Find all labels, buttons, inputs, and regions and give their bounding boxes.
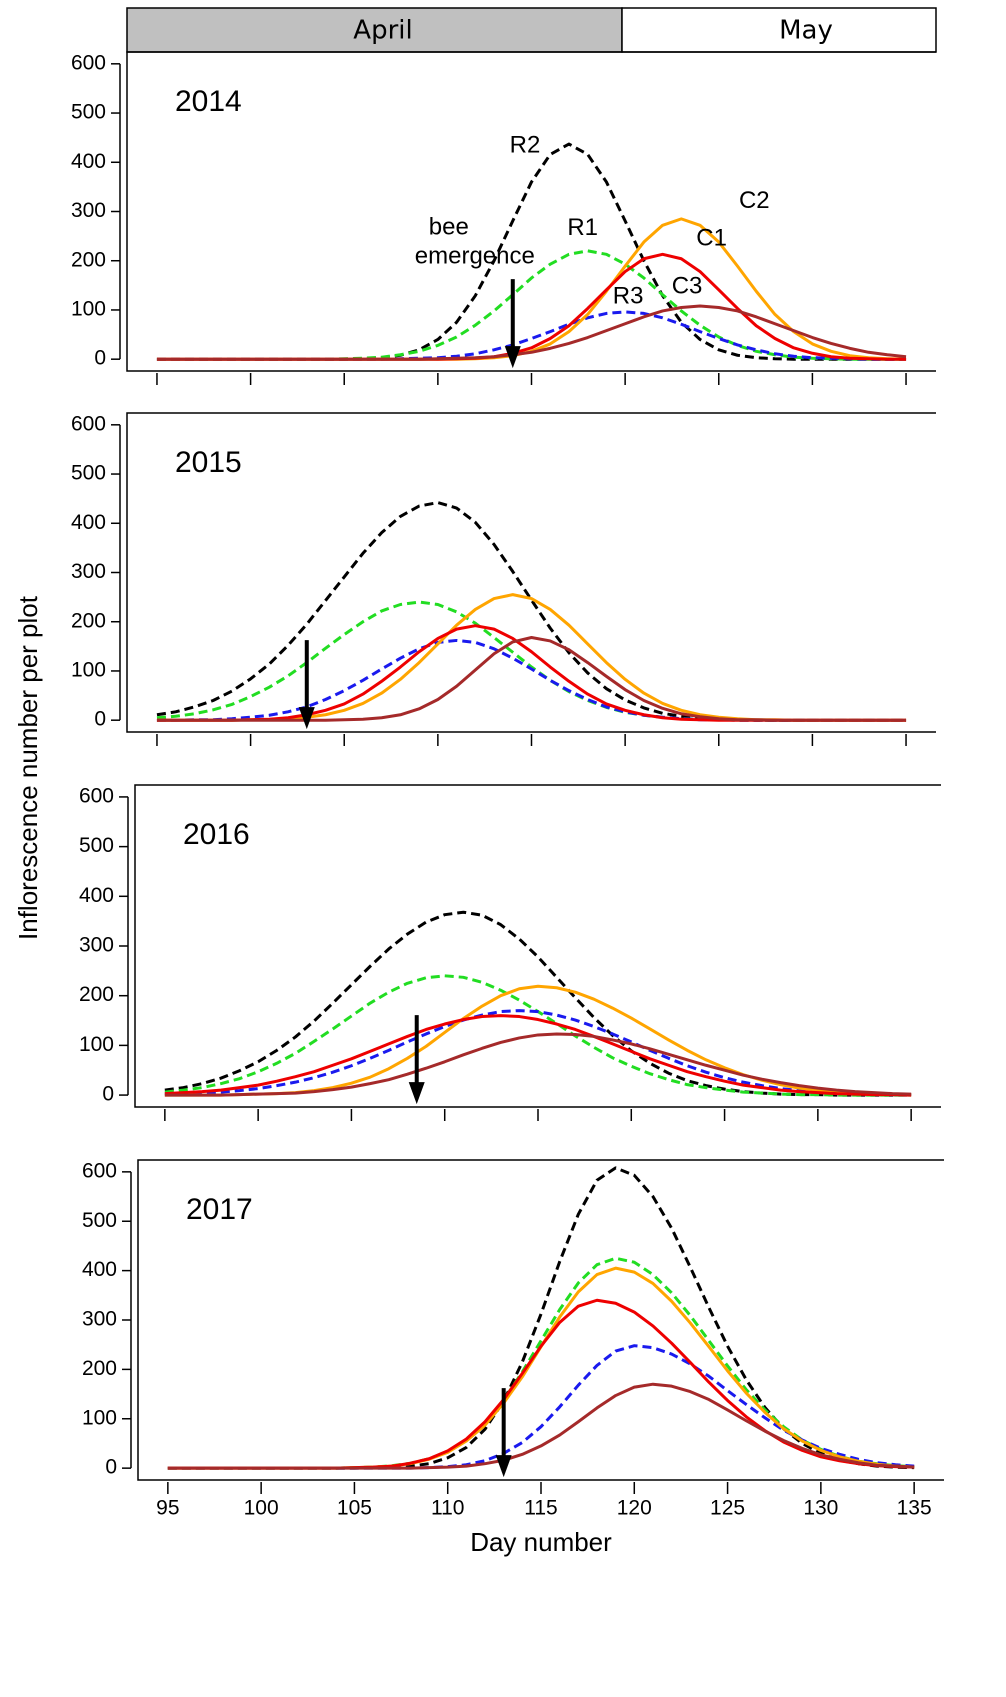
plot-frame (126, 51, 936, 372)
series-line (156, 600, 907, 722)
y-axis-label: Inflorescence number per plot (13, 595, 43, 940)
plot-frame (134, 784, 941, 1108)
x-tick-label: 120 (617, 1497, 652, 1520)
month-band-may (621, 7, 937, 53)
y-tick-label: 600 (82, 1159, 117, 1182)
month-band-april (126, 7, 623, 53)
y-tick-label: 200 (71, 248, 106, 271)
x-tick-label: 135 (897, 1497, 932, 1520)
y-tick-label: 500 (71, 462, 106, 485)
y-tick-label: 300 (82, 1308, 117, 1331)
y-tick-label: 400 (82, 1258, 117, 1281)
y-tick-label: 300 (79, 934, 114, 957)
y-tick-label: 300 (71, 560, 106, 583)
panel-title: 2014 (175, 85, 242, 118)
arrow-head (298, 707, 315, 730)
series-line (164, 1014, 912, 1097)
y-tick-label: 400 (71, 150, 106, 173)
bee-emergence-arrow (504, 279, 521, 369)
y-tick-label: 100 (79, 1033, 114, 1056)
y-tick-label: 500 (82, 1209, 117, 1232)
series-line (167, 1266, 915, 1470)
series-line (156, 217, 907, 361)
month-label: April (353, 16, 412, 46)
series-line (167, 1382, 915, 1470)
series-line (164, 910, 912, 1097)
y-tick-label: 100 (82, 1406, 117, 1429)
annotation: bee (429, 214, 469, 241)
series-label: R2 (510, 131, 541, 158)
series-line (156, 252, 907, 361)
series-line (156, 624, 907, 722)
x-tick-label: 105 (337, 1497, 372, 1520)
y-tick-label: 0 (94, 347, 106, 370)
bee-emergence-arrow (408, 1015, 425, 1105)
series-line (156, 310, 907, 361)
y-tick-label: 400 (71, 511, 106, 534)
series-label: C3 (672, 272, 703, 299)
panel-title: 2017 (186, 1193, 253, 1226)
series-label: R1 (567, 214, 598, 241)
x-tick-label: 95 (156, 1497, 179, 1520)
y-tick-label: 300 (71, 199, 106, 222)
x-tick-label: 110 (431, 1497, 464, 1520)
y-tick-label: 100 (71, 298, 106, 321)
series-line (167, 1256, 915, 1470)
y-tick-label: 100 (71, 659, 106, 682)
panel-title: 2015 (175, 446, 242, 479)
y-tick-label: 500 (79, 834, 114, 857)
x-tick-label: 100 (244, 1497, 279, 1520)
series-line (164, 1032, 912, 1097)
series-line (156, 304, 907, 361)
x-tick-label: 125 (710, 1497, 745, 1520)
series-label: C2 (739, 187, 770, 214)
y-tick-label: 200 (71, 609, 106, 632)
arrow-head (495, 1455, 512, 1478)
y-tick-label: 0 (105, 1456, 117, 1479)
series-label: C1 (696, 225, 727, 252)
y-tick-label: 0 (102, 1083, 114, 1106)
arrow-head (408, 1082, 425, 1105)
month-label: May (779, 16, 833, 46)
x-tick-label: 130 (803, 1497, 838, 1520)
y-tick-label: 0 (94, 708, 106, 731)
arrow-head (504, 346, 521, 369)
x-axis-label: Day number (470, 1527, 612, 1557)
plot-frame (126, 412, 936, 733)
series-line (164, 984, 912, 1097)
annotation: emergence (415, 243, 535, 270)
series-line (167, 1166, 915, 1470)
y-tick-label: 600 (71, 412, 106, 435)
panel-title: 2016 (183, 818, 250, 851)
bee-emergence-arrow (298, 640, 315, 730)
y-tick-label: 600 (71, 51, 106, 74)
y-tick-label: 400 (79, 884, 114, 907)
series-line (156, 638, 907, 722)
series-label: R3 (613, 282, 644, 309)
series-line (156, 593, 907, 722)
series-line (156, 635, 907, 722)
series-line (167, 1298, 915, 1470)
y-tick-label: 500 (71, 101, 106, 124)
plot-frame (137, 1159, 944, 1481)
bee-emergence-arrow (495, 1388, 512, 1478)
y-tick-label: 600 (79, 784, 114, 807)
series-line (156, 142, 907, 361)
y-tick-label: 200 (79, 983, 114, 1006)
x-tick-label: 115 (524, 1497, 557, 1520)
y-tick-label: 200 (82, 1357, 117, 1380)
